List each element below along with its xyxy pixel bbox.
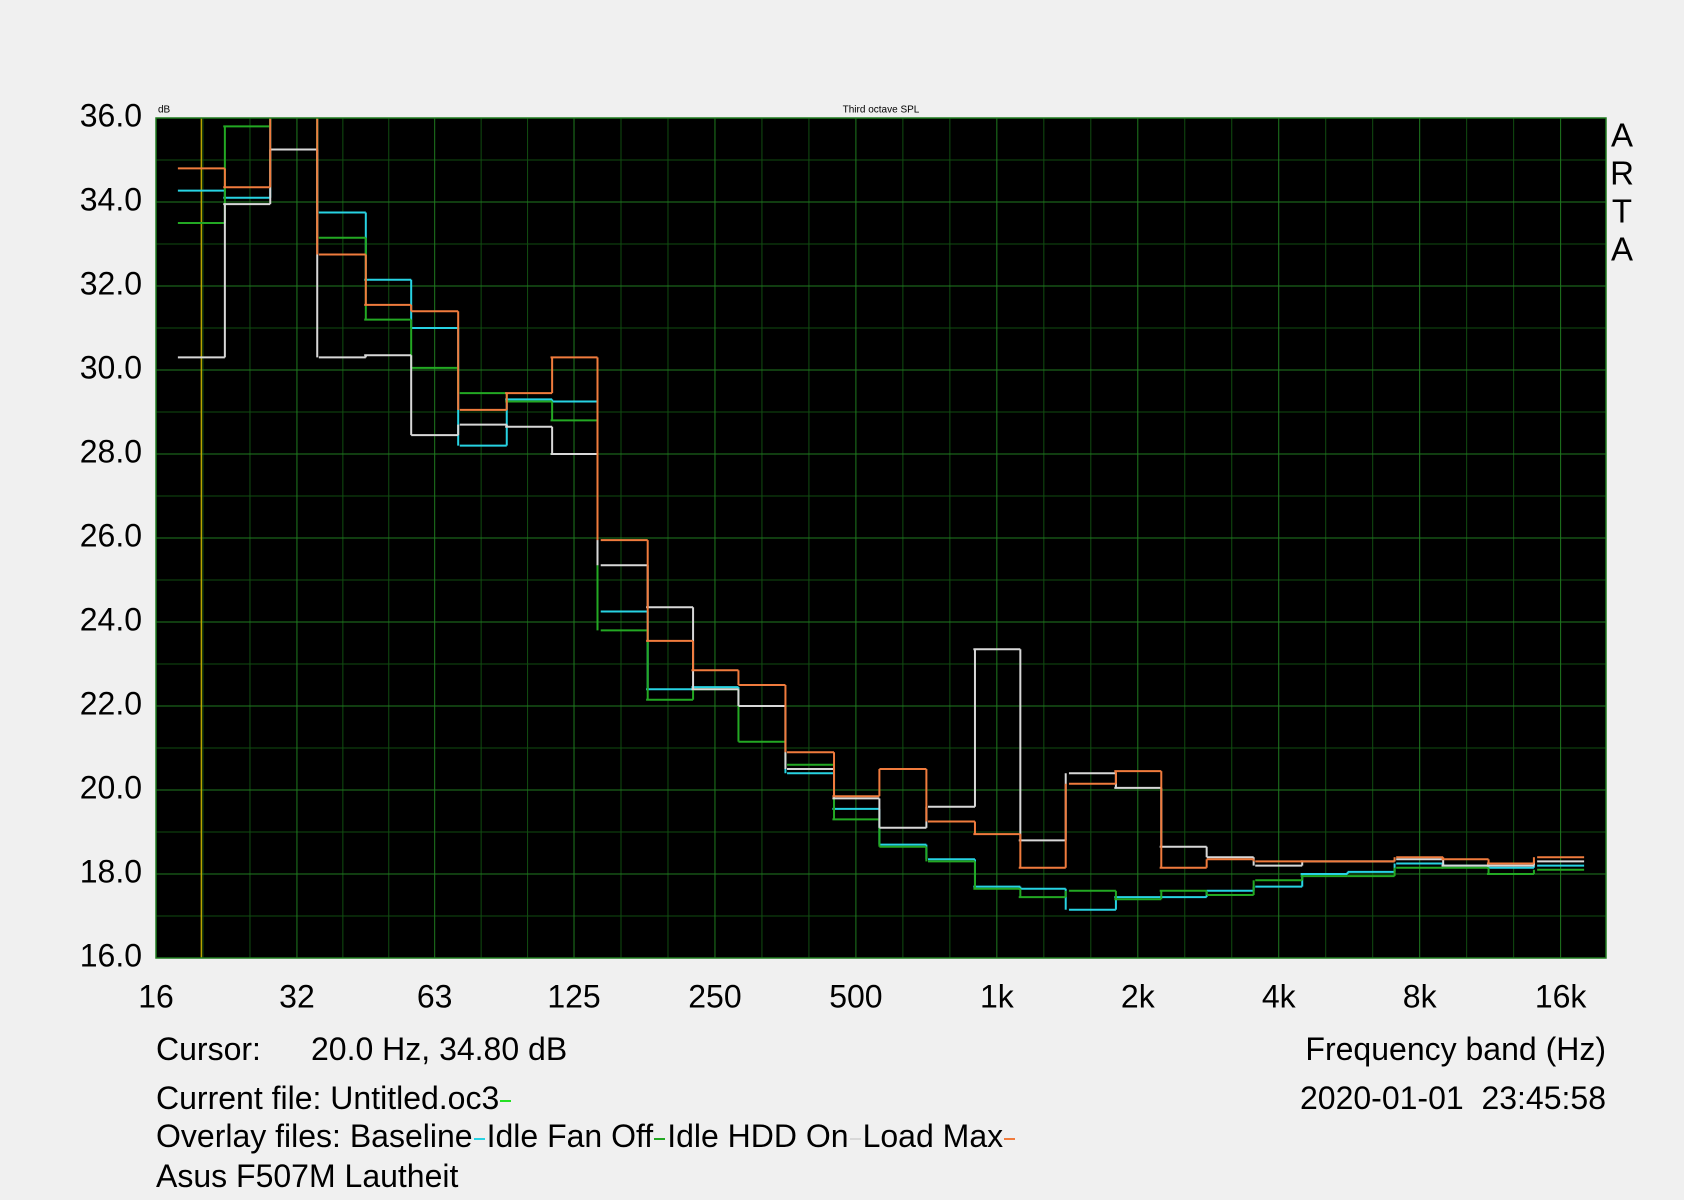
caption: Asus F507M Lautheit	[156, 1158, 459, 1194]
timestamp: 2020-01-01 23:45:58	[1299, 1080, 1606, 1116]
y-tick-label: 18.0	[80, 853, 142, 889]
legend-label: Load Max	[862, 1118, 1004, 1154]
y-tick-label: 30.0	[80, 349, 142, 385]
x-tick-label: 32	[279, 978, 315, 1014]
x-tick-label: 500	[829, 978, 882, 1014]
legend-label: Baseline	[349, 1118, 473, 1154]
series	[177, 118, 1585, 869]
legend-label: Idle HDD On	[667, 1118, 849, 1154]
watermark-letter: A	[1611, 231, 1633, 268]
overlay-label: Overlay files:	[156, 1118, 341, 1154]
watermark-letter: A	[1611, 117, 1633, 154]
cursor-label: Cursor:	[156, 1031, 261, 1067]
x-tick-label: 8k	[1403, 978, 1438, 1014]
legend-swatch	[473, 1137, 485, 1140]
x-tick-label: 16k	[1535, 978, 1588, 1014]
x-tick-label: 1k	[980, 978, 1015, 1014]
y-tick-label: 22.0	[80, 685, 142, 721]
legend-swatch	[654, 1137, 666, 1140]
watermark-letter: R	[1610, 155, 1634, 192]
y-tick-label: 28.0	[80, 433, 142, 469]
y-tick-label: 32.0	[80, 265, 142, 301]
x-axis-label: Frequency band (Hz)	[1305, 1031, 1606, 1067]
series-layer	[177, 118, 1585, 911]
cursor-readout: 20.0 Hz, 34.80 dB	[311, 1031, 568, 1067]
legend-swatch	[1004, 1137, 1016, 1140]
y-unit: dB	[158, 105, 171, 116]
current-file-row: Current file: Untitled.oc3	[156, 1079, 513, 1117]
y-tick-label: 26.0	[80, 517, 142, 553]
y-tick-label: 36.0	[80, 97, 142, 133]
legend-label: Idle Fan Off	[486, 1118, 654, 1154]
x-tick-label: 250	[688, 978, 741, 1014]
current-file-name: Untitled.oc3	[330, 1080, 500, 1116]
x-tick-label: 2k	[1121, 978, 1156, 1014]
x-tick-label: 63	[417, 978, 453, 1014]
x-tick-label: 16	[138, 978, 174, 1014]
legend-swatch	[849, 1137, 861, 1140]
plot-border	[155, 117, 1607, 959]
y-tick-label: 16.0	[80, 937, 142, 973]
y-tick-label: 20.0	[80, 769, 142, 805]
x-tick-label: 4k	[1262, 978, 1297, 1014]
x-tick-label: 125	[547, 978, 600, 1014]
watermark-letter: T	[1612, 193, 1632, 230]
current-file-label: Current file:	[156, 1080, 322, 1116]
current-file-swatch	[500, 1099, 512, 1102]
y-tick-label: 24.0	[80, 601, 142, 637]
legend: Overlay files: Baseline Idle Fan Off Idle …	[156, 1117, 1017, 1155]
chart-title: Third octave SPL	[843, 105, 920, 116]
y-tick-label: 34.0	[80, 181, 142, 217]
chart: Third octave SPL dB 16.0 18.0 20.0 22.0 24.0…	[80, 97, 1634, 1014]
